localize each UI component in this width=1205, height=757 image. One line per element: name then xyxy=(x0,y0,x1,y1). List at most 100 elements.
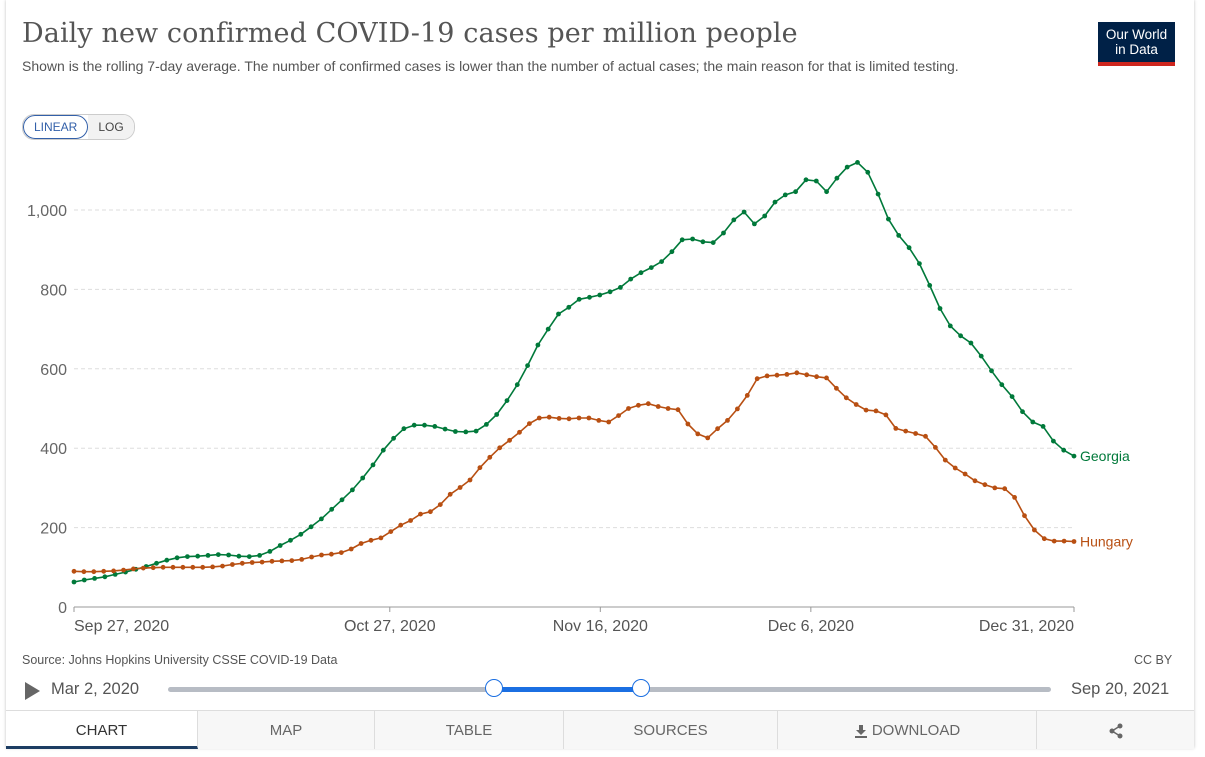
hungary-point xyxy=(418,511,423,517)
hungary-point xyxy=(695,431,701,437)
georgia-point xyxy=(1040,424,1046,429)
tab-table[interactable]: TABLE xyxy=(375,711,564,749)
hungary-point xyxy=(111,568,116,574)
hungary-point xyxy=(764,373,770,379)
georgia-point xyxy=(504,398,510,403)
georgia-point xyxy=(535,342,541,348)
georgia-point xyxy=(679,237,685,243)
hungary-point xyxy=(457,485,463,490)
tab-map[interactable]: MAP xyxy=(198,711,375,749)
hungary-point xyxy=(1061,538,1067,544)
timeline-selected-range[interactable] xyxy=(493,687,642,692)
tab-download[interactable]: DOWNLOAD xyxy=(778,711,1037,749)
hungary-point xyxy=(91,569,97,575)
hungary-point xyxy=(834,385,839,391)
y-tick-label: 0 xyxy=(58,600,67,617)
hungary-point xyxy=(804,372,810,378)
timeline-end-handle[interactable] xyxy=(632,679,651,697)
hungary-point xyxy=(269,558,275,564)
georgia-point xyxy=(855,160,860,165)
hungary-point xyxy=(992,485,998,491)
georgia-point xyxy=(999,382,1005,388)
log-scale-button[interactable]: LOG xyxy=(88,115,134,139)
georgia-point xyxy=(1071,453,1077,459)
hungary-point xyxy=(279,558,285,564)
hungary-point xyxy=(477,465,483,471)
georgia-point xyxy=(92,576,97,581)
georgia-point xyxy=(607,289,613,295)
tab-chart[interactable]: CHART xyxy=(6,711,198,749)
hungary-point xyxy=(81,569,87,575)
georgia-point xyxy=(927,283,933,288)
georgia-point xyxy=(380,447,386,453)
georgia-point xyxy=(215,552,221,557)
georgia-point xyxy=(648,265,654,270)
hungary-point xyxy=(299,557,305,562)
chart-card xyxy=(6,0,1194,748)
hungary-point xyxy=(536,415,542,421)
owid-logo[interactable]: Our World in Data xyxy=(1098,22,1175,66)
georgia-point xyxy=(494,412,500,417)
chart-title: Daily new confirmed COVID-19 cases per m… xyxy=(22,18,798,49)
hungary-point xyxy=(596,418,602,423)
hungary-point xyxy=(507,437,512,443)
georgia-point xyxy=(886,216,891,222)
georgia-point xyxy=(782,192,788,198)
share-icon xyxy=(1109,723,1122,739)
georgia-point xyxy=(391,435,396,441)
x-tick-label: Dec 31, 2020 xyxy=(979,618,1074,635)
georgia-point xyxy=(319,516,324,522)
scale-toggle: LINEAR LOG xyxy=(22,114,135,140)
hungary-point xyxy=(1022,513,1027,519)
hungary-point xyxy=(358,541,364,546)
georgia-point xyxy=(793,189,798,195)
georgia-point xyxy=(102,574,108,580)
hungary-point xyxy=(378,535,384,541)
hungary-point xyxy=(754,376,760,382)
linear-scale-button[interactable]: LINEAR xyxy=(23,115,89,139)
hungary-point xyxy=(259,559,265,565)
hungary-point xyxy=(160,564,166,570)
georgia-point xyxy=(226,552,232,558)
georgia-point xyxy=(81,577,87,583)
hungary-point xyxy=(715,426,720,432)
georgia-point xyxy=(484,422,489,427)
georgia-point xyxy=(298,531,304,537)
hungary-point xyxy=(645,401,651,407)
tab-share[interactable] xyxy=(1037,711,1194,749)
source-note[interactable]: Source: Johns Hopkins University CSSE CO… xyxy=(22,653,338,667)
download-icon xyxy=(854,725,867,739)
georgia-point xyxy=(762,213,768,219)
y-tick-label: 800 xyxy=(40,282,67,299)
hungary-point xyxy=(705,435,711,441)
georgia-point xyxy=(906,245,912,251)
georgia-point xyxy=(236,553,242,559)
hungary-point xyxy=(942,457,948,463)
hungary-point xyxy=(794,370,800,376)
hungary-point xyxy=(408,518,413,523)
hungary-point xyxy=(853,402,859,407)
hungary-point xyxy=(913,431,918,436)
georgia-point xyxy=(659,259,664,264)
hungary-point xyxy=(655,404,661,409)
hungary-point xyxy=(626,406,631,411)
georgia-point xyxy=(721,230,726,236)
georgia-point xyxy=(1009,394,1015,399)
license-link[interactable]: CC BY xyxy=(1134,653,1173,667)
hungary-point xyxy=(329,551,334,557)
georgia-point xyxy=(576,296,582,302)
timeline-start-handle[interactable] xyxy=(484,679,503,697)
georgia-point xyxy=(875,191,881,197)
georgia-point xyxy=(628,276,634,282)
georgia-point xyxy=(401,426,407,432)
georgia-point xyxy=(752,221,757,227)
hungary-point xyxy=(636,402,641,408)
tab-sources[interactable]: SOURCES xyxy=(564,711,778,749)
hungary-point xyxy=(1051,538,1057,544)
hungary-point xyxy=(1041,536,1047,542)
georgia-point xyxy=(195,553,201,559)
hungary-point xyxy=(517,429,522,435)
play-icon[interactable] xyxy=(25,682,40,700)
georgia-point xyxy=(700,239,706,245)
georgia-point xyxy=(813,178,819,184)
